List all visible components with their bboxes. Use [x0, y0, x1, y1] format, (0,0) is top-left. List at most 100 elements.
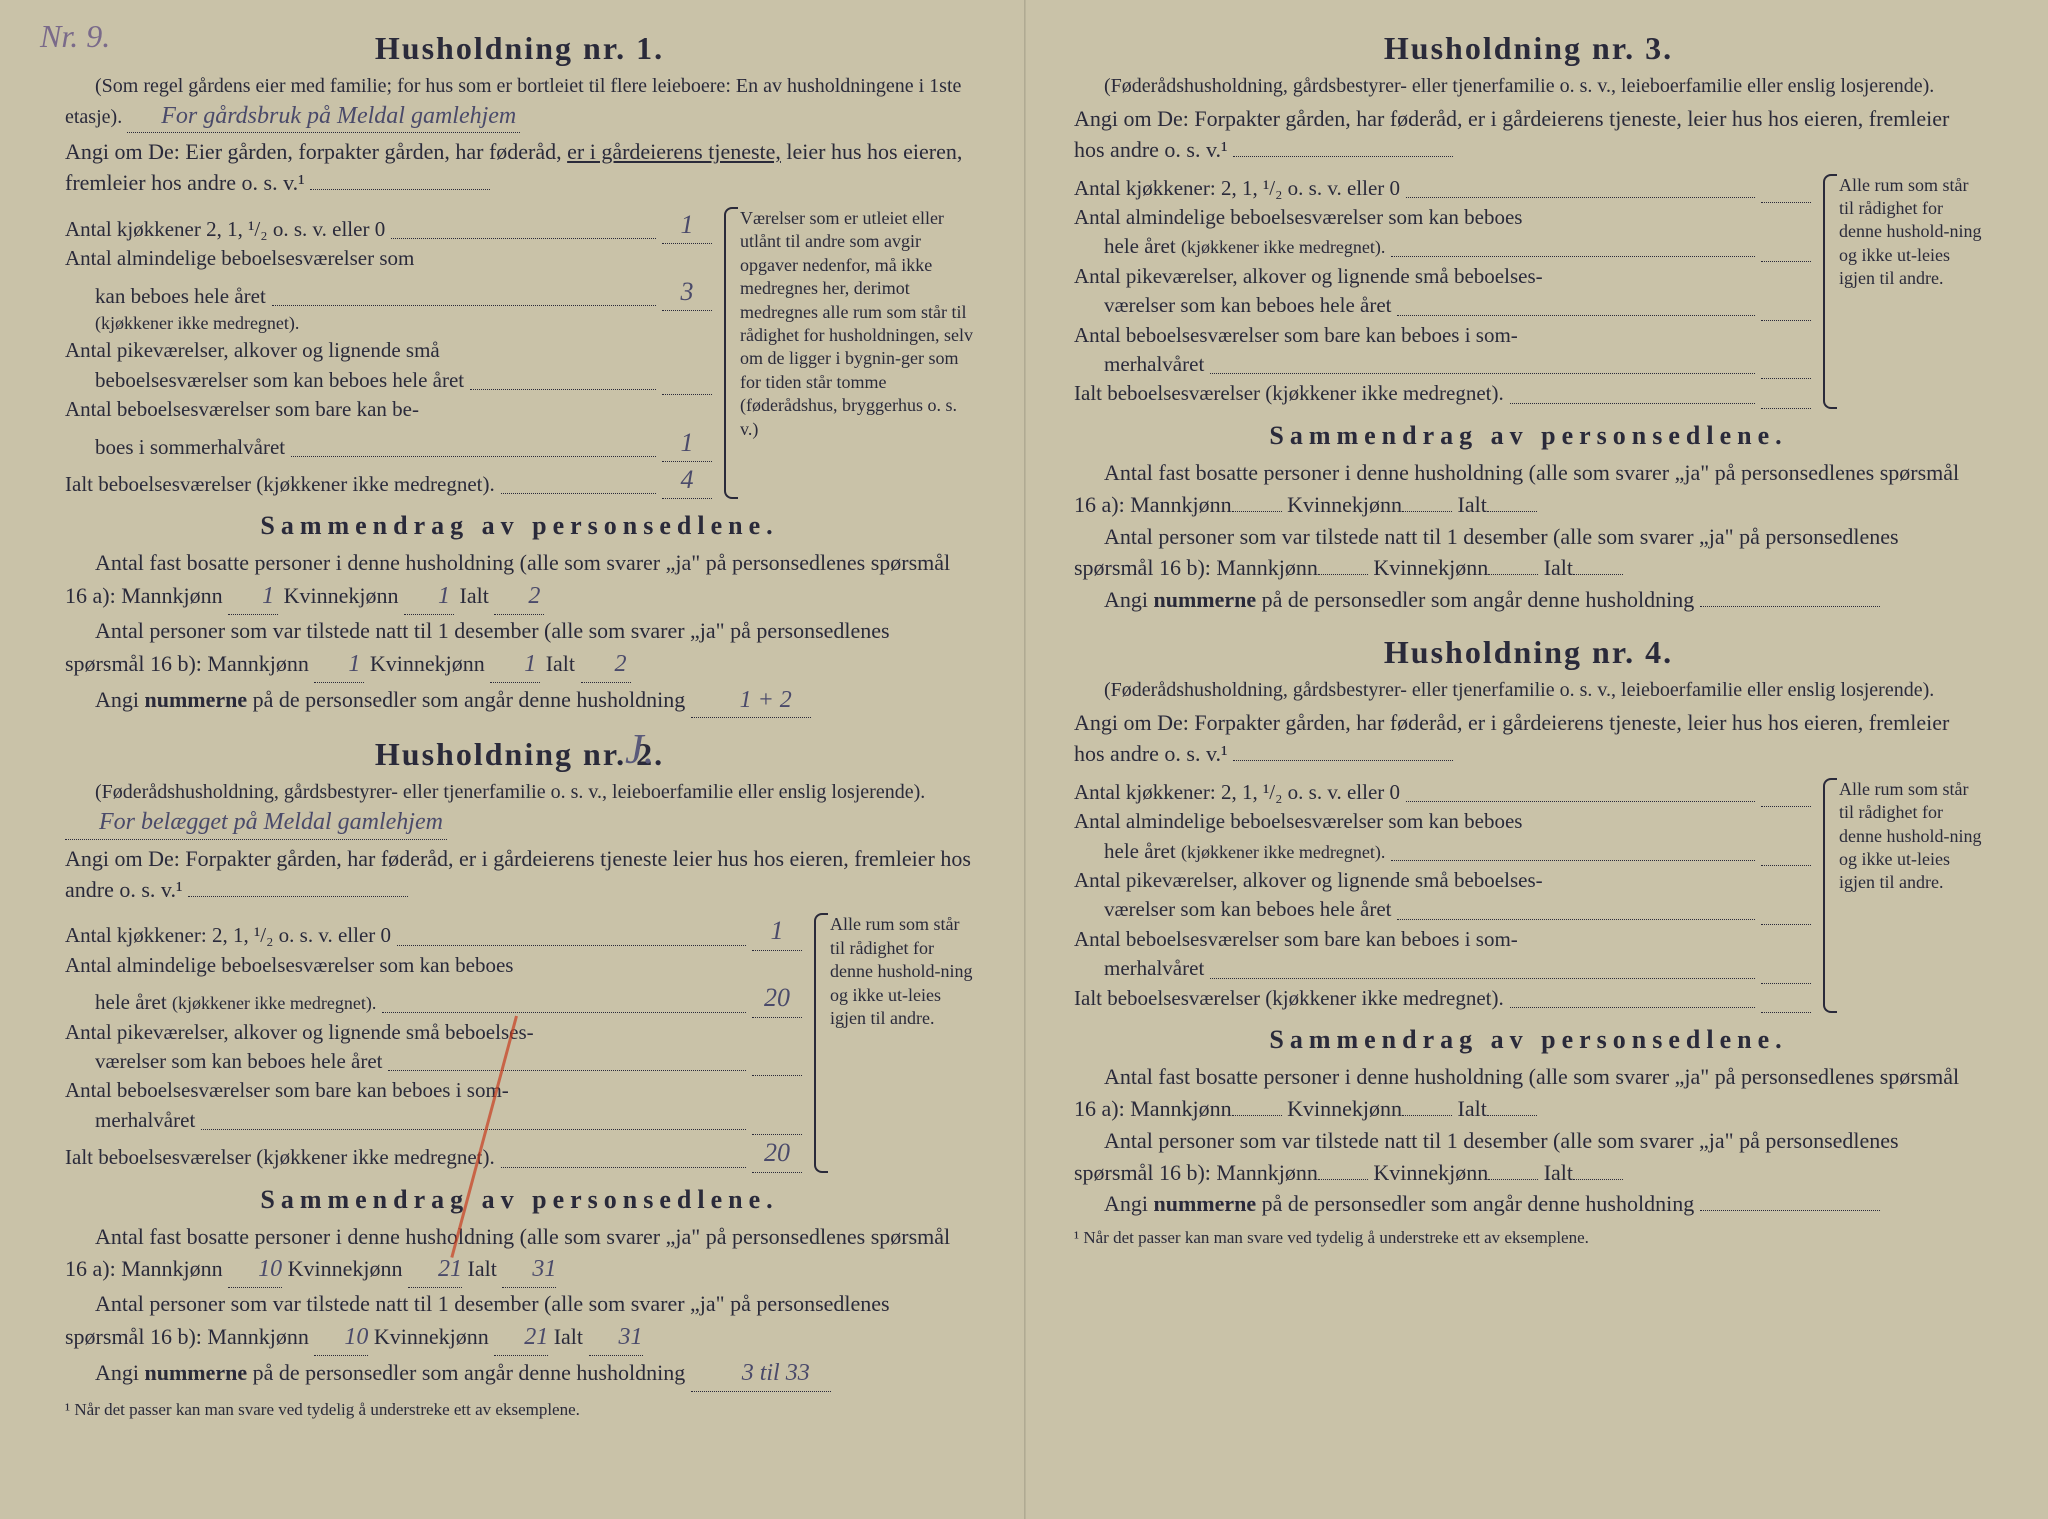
v — [1761, 378, 1811, 379]
r4a: Antal beboelsesværelser som bare kan beb… — [1074, 925, 1811, 954]
p3pre: Angi — [95, 1360, 145, 1385]
h1-p3: Angi nummerne på de personsedler som ang… — [65, 683, 974, 719]
p3b: nummerne — [145, 1360, 248, 1385]
b: nummerne — [1154, 587, 1257, 612]
kv: Kvinnekjønn — [1287, 1096, 1402, 1121]
side1-text: Værelser som er utleiet eller utlånt til… — [740, 208, 973, 439]
h2-m1: 10 — [228, 1252, 282, 1288]
f — [1402, 511, 1452, 512]
p3post: på de personsedler som angår denne husho… — [247, 1360, 685, 1385]
h1-i2: 2 — [581, 647, 631, 683]
brace-icon — [814, 913, 828, 1172]
p3post: på de personsedler som angår denne husho… — [247, 687, 685, 712]
r2-val: 3 — [662, 274, 712, 311]
h3-rooms: Antal kjøkkener: 2, 1, ¹/₂ o. s. v. elle… — [1074, 174, 1983, 409]
h1-angi: Angi om De: Eier gården, forpakter gårde… — [65, 137, 974, 199]
h4-sidenote: Alle rum som står til rådighet for denne… — [1823, 778, 1983, 1013]
h1-angi-underlined: er i gårdeierens tjeneste, — [567, 139, 781, 164]
p: på de personsedler som angår denne husho… — [1256, 587, 1694, 612]
r1: Antal kjøkkener: 2, 1, ¹/₂ o. s. v. elle… — [65, 921, 391, 950]
f — [1700, 606, 1880, 607]
h4-sub: (Føderådshusholdning, gårdsbestyrer- ell… — [1074, 677, 1983, 704]
v5: 20 — [752, 1135, 802, 1172]
v — [1761, 261, 1811, 262]
h1-rooms-left: Antal kjøkkener 2, 1, ¹/₂ o. s. v. eller… — [65, 207, 712, 499]
v — [1761, 408, 1811, 409]
t: Angi om De: Forpakter gården, har føderå… — [1074, 710, 1949, 766]
h3-sum-title: Sammendrag av personsedlene. — [1074, 421, 1983, 451]
h4-rooms-left: Antal kjøkkener: 2, 1, ¹/₂ o. s. v. elle… — [1074, 778, 1811, 1013]
h2-angi: Angi om De: Forpakter gården, har føderå… — [65, 844, 974, 906]
t: Antal fast bosatte personer i denne hush… — [1074, 460, 1959, 517]
r2b: kan beboes hele året — [95, 282, 266, 311]
r5: Ialt beboelsesværelser (kjøkkener ikke m… — [65, 1143, 495, 1172]
footnote-left: ¹ Når det passer kan man svare ved tydel… — [65, 1400, 974, 1420]
r3b: beboelsesværelser som kan beboes hele år… — [95, 366, 464, 395]
h2-sub: (Føderådshusholdning, gårdsbestyrer- ell… — [65, 779, 974, 839]
brace-icon — [1823, 778, 1837, 1013]
h1-k2: 1 — [490, 647, 540, 683]
household-3: Husholdning nr. 3. (Føderådshusholdning,… — [1074, 30, 1983, 616]
h1-i1: 2 — [494, 579, 544, 615]
r2a: Antal almindelige beboelsesværelser som … — [1074, 203, 1811, 232]
r4a: Antal beboelsesværelser som bare kan beb… — [65, 1076, 802, 1105]
f — [1700, 1210, 1880, 1211]
ia: Ialt — [1544, 1160, 1573, 1185]
h2-p1: Antal fast bosatte personer i denne hush… — [65, 1221, 974, 1289]
h3-p2: Antal personer som var tilstede natt til… — [1074, 521, 1983, 585]
r4b: merhalvåret — [1104, 350, 1204, 379]
h1-k1: 1 — [404, 579, 454, 615]
blank — [1233, 156, 1453, 157]
v — [1761, 1012, 1811, 1013]
r4a: Antal beboelsesværelser som bare kan beb… — [1074, 321, 1811, 350]
r5: Ialt beboelsesværelser (kjøkkener ikke m… — [1074, 379, 1504, 408]
v — [1761, 202, 1811, 203]
kv: Kvinnekjønn — [1373, 1160, 1488, 1185]
left-page: Husholdning nr. 1. (Som regel gårdens ei… — [0, 0, 1024, 1519]
f — [1487, 511, 1537, 512]
f — [1318, 574, 1368, 575]
household-4: Husholdning nr. 4. (Føderådshusholdning,… — [1074, 634, 1983, 1248]
f — [1318, 1179, 1368, 1180]
r4a: Antal beboelsesværelser som bare kan be- — [65, 395, 712, 424]
r5: Ialt beboelsesværelser (kjøkkener ikke m… — [1074, 984, 1504, 1013]
h2-rooms: Antal kjøkkener: 2, 1, ¹/₂ o. s. v. elle… — [65, 913, 974, 1172]
ia2: Ialt — [554, 1324, 583, 1349]
footnote-right: ¹ Når det passer kan man svare ved tydel… — [1074, 1228, 1983, 1248]
f — [1573, 574, 1623, 575]
f — [1232, 1115, 1282, 1116]
r1: Antal kjøkkener: 2, 1, ¹/₂ o. s. v. elle… — [1074, 778, 1400, 807]
h1-sidenote: Værelser som er utleiet eller utlånt til… — [724, 207, 974, 499]
p: Angi — [1104, 587, 1154, 612]
r2b: hele året — [1104, 234, 1176, 258]
r1-val: 1 — [662, 207, 712, 244]
ia: Ialt — [468, 1256, 497, 1281]
h2-rooms-left: Antal kjøkkener: 2, 1, ¹/₂ o. s. v. elle… — [65, 913, 802, 1172]
h1-m2: 1 — [314, 647, 364, 683]
brace-icon — [1823, 174, 1837, 409]
f — [1573, 1179, 1623, 1180]
h4-sum-title: Sammendrag av personsedlene. — [1074, 1025, 1983, 1055]
h2-k2: 21 — [494, 1320, 548, 1356]
h3-angi: Angi om De: Forpakter gården, har føderå… — [1074, 104, 1983, 166]
side2-text: Alle rum som står til rådighet for denne… — [830, 914, 972, 1028]
h3-p3: Angi nummerne på de personsedler som ang… — [1074, 584, 1983, 616]
v — [1761, 983, 1811, 984]
h2-i2: 31 — [589, 1320, 643, 1356]
h4-p3: Angi nummerne på de personsedler som ang… — [1074, 1188, 1983, 1220]
h2-title: Husholdning nr. 2. — [65, 736, 974, 773]
v — [1761, 924, 1811, 925]
r1-label: Antal kjøkkener 2, 1, ¹/₂ o. s. v. eller… — [65, 215, 385, 244]
kv2: Kvinnekjønn — [374, 1324, 489, 1349]
r4b: merhalvåret — [95, 1106, 195, 1135]
blank-line — [188, 896, 408, 897]
side-text: Alle rum som står til rådighet for denne… — [1839, 779, 1981, 893]
r2b: hele året — [95, 990, 167, 1014]
brace-icon — [724, 207, 738, 499]
h1-m1: 1 — [228, 579, 278, 615]
kv: Kvinnekjønn — [1373, 555, 1488, 580]
ia: Ialt — [1458, 492, 1487, 517]
h1-angi-pre: Angi om De: Eier gården, forpakter gårde… — [65, 139, 567, 164]
kv-label: Kvinnekjønn — [284, 583, 399, 608]
right-page: Husholdning nr. 3. (Føderådshusholdning,… — [1024, 0, 2048, 1519]
